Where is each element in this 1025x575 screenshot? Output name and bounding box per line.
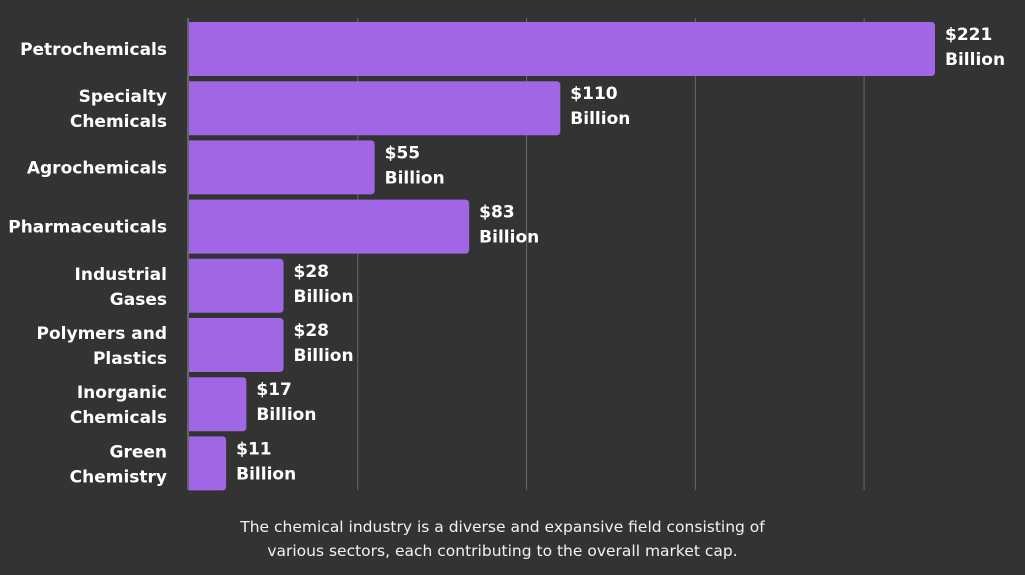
bar bbox=[189, 81, 561, 136]
bar bbox=[189, 377, 247, 432]
caption-line-1: The chemical industry is a diverse and e… bbox=[240, 518, 765, 536]
bar bbox=[189, 140, 375, 195]
data-label: $28 Billion bbox=[294, 262, 354, 307]
data-label: $28 Billion bbox=[294, 321, 354, 366]
bar bbox=[189, 22, 935, 76]
category-label: Inorganic Chemicals bbox=[70, 383, 167, 428]
caption-line-2: various sectors, each contributing to th… bbox=[267, 542, 738, 560]
data-label: $83 Billion bbox=[479, 203, 539, 248]
data-label: $55 Billion bbox=[385, 143, 445, 188]
data-label: $110 Billion bbox=[570, 84, 630, 129]
category-label: Green Chemistry bbox=[70, 442, 167, 487]
data-label: $17 Billion bbox=[256, 380, 316, 425]
bar bbox=[189, 318, 284, 372]
bar bbox=[189, 258, 284, 313]
bar bbox=[189, 199, 470, 254]
category-label: Agrochemicals bbox=[27, 158, 167, 178]
data-label: $11 Billion bbox=[236, 439, 296, 484]
category-label: Industrial Gases bbox=[75, 265, 167, 310]
chart-caption: The chemical industry is a diverse and e… bbox=[0, 515, 1005, 563]
bar-chart: Petrochemicals $221 Billion Specialty Chemic… bbox=[8, 18, 1005, 491]
category-label: Polymers and Plastics bbox=[37, 324, 167, 369]
data-label: $221 Billion bbox=[945, 25, 1005, 70]
category-label: Pharmaceuticals bbox=[8, 218, 167, 238]
category-label: Specialty Chemicals bbox=[70, 87, 167, 132]
category-label: Petrochemicals bbox=[20, 40, 167, 60]
bar bbox=[189, 436, 227, 491]
